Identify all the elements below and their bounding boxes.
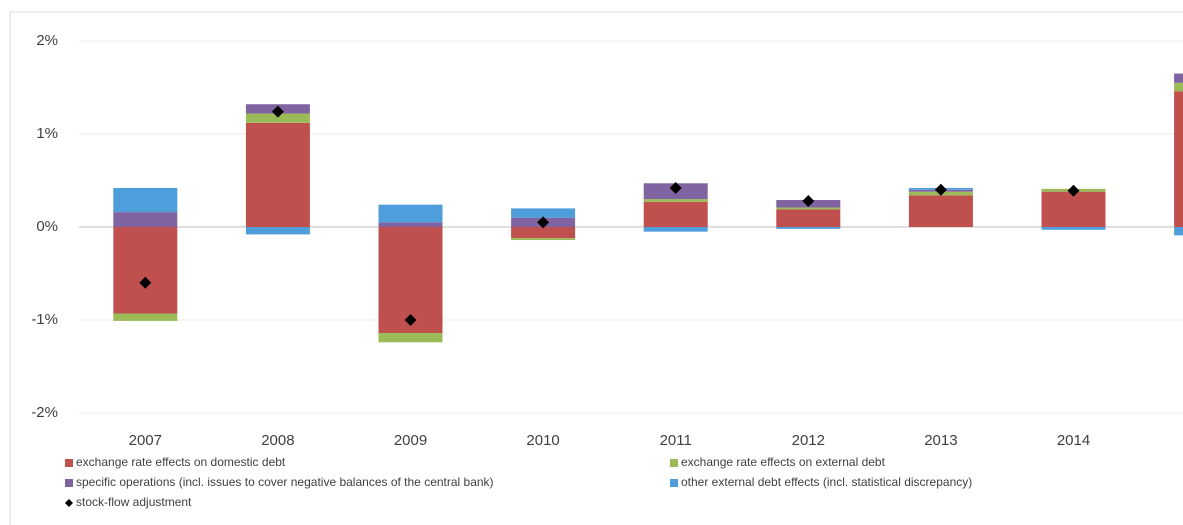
marker: [1067, 184, 1080, 197]
bar-segment: [1041, 191, 1106, 227]
bar-segment: [113, 212, 178, 227]
legend-label: other external debt effects (incl. stati…: [681, 475, 972, 489]
bar-segment: [511, 227, 576, 239]
bar-segment: [1174, 82, 1183, 92]
y-tick-label: 0%: [36, 218, 58, 235]
legend-swatch: [670, 459, 678, 467]
bar-segment: [378, 222, 443, 227]
y-tick-label: -1%: [31, 311, 58, 328]
marker: [537, 216, 550, 229]
x-tick-label: 2014: [1057, 432, 1090, 449]
x-tick-label: 2008: [261, 432, 294, 449]
legend-label: exchange rate effects on external debt: [681, 455, 886, 469]
bar-segment: [245, 113, 310, 123]
bar-segment: [511, 238, 576, 241]
x-tick-label: 2007: [129, 432, 162, 449]
bar-segment: [643, 201, 708, 227]
marker: [802, 194, 815, 207]
marker: [404, 314, 417, 326]
legend-swatch: [670, 479, 678, 487]
bar-segment: [1174, 227, 1183, 236]
x-tick-label: 2009: [394, 432, 427, 449]
bar-segment: [113, 227, 178, 314]
legend-label: stock-flow adjustment: [76, 495, 192, 509]
y-tick-label: -2%: [31, 404, 58, 421]
bar-segment: [643, 227, 708, 232]
marker: [139, 276, 152, 289]
bar-segment: [245, 122, 310, 227]
bar-segment: [245, 227, 310, 235]
bar-segment: [776, 227, 841, 229]
x-tick-label: 2010: [526, 432, 559, 449]
x-tick-label: 2012: [792, 432, 825, 449]
bar-segment: [643, 199, 708, 202]
bar-segment: [1174, 73, 1183, 83]
bar-segment: [378, 333, 443, 343]
legend-swatch: [65, 459, 73, 467]
marker: [934, 183, 947, 196]
y-tick-label: 1%: [36, 125, 58, 142]
legend-marker: [65, 499, 73, 507]
bar-segment: [908, 195, 973, 227]
bar-segment: [378, 204, 443, 223]
y-tick-label: 2%: [36, 32, 58, 49]
legend-label: specific operations (incl. issues to cov…: [76, 475, 494, 489]
bar-segment: [776, 207, 841, 210]
bar-segment: [113, 313, 178, 321]
bar-segment: [1041, 227, 1106, 230]
chart-frame: [9, 11, 1183, 525]
bar-segment: [776, 209, 841, 227]
marker: [271, 105, 284, 118]
legend-label: exchange rate effects on domestic debt: [76, 455, 286, 469]
legend-swatch: [65, 479, 73, 487]
bar-segment: [1174, 91, 1183, 227]
bar-segment: [113, 187, 178, 213]
x-tick-label: 2011: [660, 432, 692, 449]
marker: [669, 181, 682, 194]
bar-segment: [511, 208, 576, 218]
x-tick-label: 2013: [924, 432, 957, 449]
